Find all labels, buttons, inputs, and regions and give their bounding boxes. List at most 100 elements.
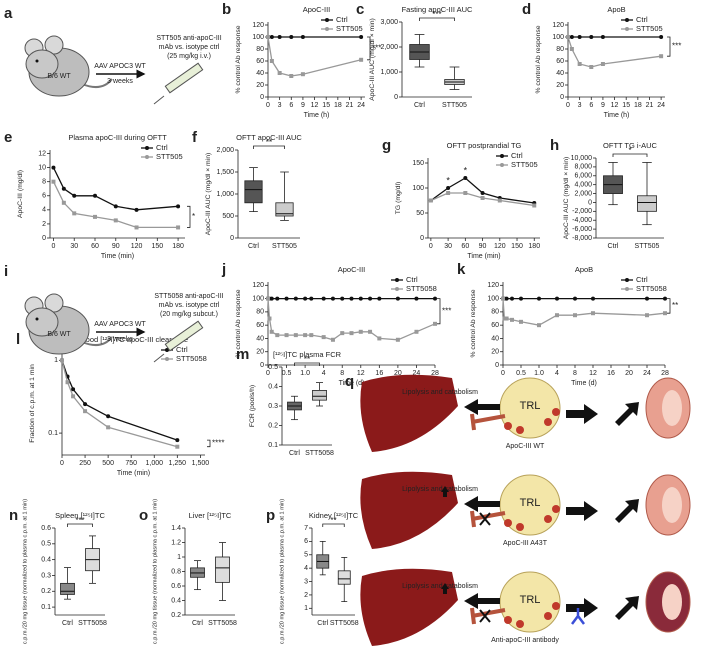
y-tick-label: 50 <box>416 210 424 217</box>
data-point <box>300 35 305 39</box>
mouse-ear <box>44 293 64 313</box>
box <box>275 202 294 217</box>
y-tick-label: 4,000 <box>574 182 592 189</box>
significance: * <box>192 212 195 221</box>
inhibition-bar <box>470 510 476 528</box>
data-point <box>368 329 373 334</box>
legend-label: Ctrl <box>636 15 648 24</box>
significance-bracket <box>67 523 93 527</box>
x-tick-label: 12 <box>311 102 319 109</box>
chart-title: Liver [¹²⁵I]TC <box>189 511 232 520</box>
box <box>637 195 657 212</box>
significance: * <box>628 146 631 155</box>
data-point <box>358 329 363 334</box>
x-tick-label: 120 <box>494 243 506 250</box>
y-tick-label: 0 <box>588 199 592 206</box>
y-tick-label: 0.8 <box>171 568 181 575</box>
legend-label: Ctrl <box>511 151 523 160</box>
arrow-kidney <box>615 596 639 620</box>
panel-letter: m <box>236 346 249 363</box>
x-tick-label: STT505 <box>272 243 297 250</box>
x-tick-label: STT505 <box>442 102 467 109</box>
significance: *** <box>432 10 441 19</box>
legend-marker <box>625 18 629 22</box>
data-point <box>659 35 664 39</box>
apoc3 <box>504 422 512 430</box>
data-point <box>83 402 88 407</box>
x-tick-label: STT5058 <box>78 620 107 627</box>
x-axis-label: Time (h) <box>304 112 330 119</box>
arrow-left <box>464 593 500 609</box>
data-point <box>269 59 274 63</box>
panel-letter: k <box>457 261 466 278</box>
y-tick-label: 2,000 <box>216 147 234 154</box>
panel-letter: n <box>9 507 18 524</box>
y-tick-label: 1,000 <box>216 191 234 198</box>
data-point <box>275 333 280 338</box>
data-point <box>93 214 97 219</box>
cross <box>479 609 491 623</box>
apoc3 <box>552 602 560 610</box>
chart-title: Fasting apoC-III AUC <box>402 5 473 14</box>
x-tick-label: 0 <box>266 102 270 109</box>
data-point <box>61 186 66 191</box>
up-arrow <box>441 583 449 594</box>
data-point <box>269 35 274 39</box>
data-point <box>504 316 509 321</box>
box <box>312 389 327 401</box>
needle <box>153 95 165 105</box>
x-tick-label: Ctrl <box>248 243 259 250</box>
y-tick-label: 0 <box>495 362 499 369</box>
y-tick-label: 120 <box>252 282 264 289</box>
duration-label: 3 weeks <box>107 78 133 85</box>
y-tick-label: 100 <box>552 34 564 41</box>
x-tick-label: 1,000 <box>145 460 163 467</box>
legend-label: Ctrl <box>406 275 418 284</box>
panel-letter: b <box>222 1 231 18</box>
x-tick-label: 4 <box>322 370 326 377</box>
panel-letter: g <box>382 137 391 154</box>
y-tick-label: 1,000 <box>380 69 398 76</box>
x-tick-label: 60 <box>91 243 99 250</box>
data-point <box>446 186 451 190</box>
arrow-left <box>464 399 500 415</box>
data-point <box>293 333 298 338</box>
chart-title: [¹²⁵I]TC plasma FCR <box>273 350 342 359</box>
x-axis-label: Time (min) <box>101 253 134 260</box>
apoc3 <box>544 418 552 426</box>
kidney-inner <box>662 584 682 620</box>
data-point <box>293 296 298 301</box>
x-tick-label: 18 <box>334 102 342 109</box>
series-line <box>430 192 535 207</box>
arrow-kidney <box>615 402 639 426</box>
x-tick-label: 1.0 <box>300 370 310 377</box>
trl-label: TRL <box>520 400 541 412</box>
y-tick-label: 80 <box>256 46 264 53</box>
chart-title: Kidney [¹²⁵I]TC <box>309 511 359 520</box>
data-point <box>72 211 77 216</box>
data-point <box>501 296 505 301</box>
data-point <box>569 47 574 51</box>
y-tick-label: -4,000 <box>572 217 592 224</box>
data-point <box>289 74 294 78</box>
data-point <box>659 54 664 59</box>
data-point <box>72 193 77 198</box>
y-tick-label: 12 <box>38 150 46 157</box>
significance: ** <box>672 301 678 310</box>
data-point <box>502 316 507 321</box>
y-tick-label: 0.6 <box>171 583 181 590</box>
x-tick-label: 500 <box>102 460 114 467</box>
data-point <box>645 296 649 301</box>
significance-bracket <box>294 362 320 366</box>
y-tick-label: 120 <box>487 282 499 289</box>
y-tick-label: 0.2 <box>171 612 181 619</box>
data-point <box>414 296 419 301</box>
legend-marker <box>625 287 629 291</box>
data-point <box>65 380 70 385</box>
y-tick-label: 4 <box>304 565 308 572</box>
treatment-label: mAb vs. isotype ctrl <box>159 44 220 51</box>
x-tick-label: Ctrl <box>414 102 425 109</box>
legend-label: Ctrl <box>636 275 648 284</box>
condition-label: ApoC-III A43T <box>503 540 548 547</box>
treatment-label: (25 mg/kg i.v.) <box>167 53 211 60</box>
